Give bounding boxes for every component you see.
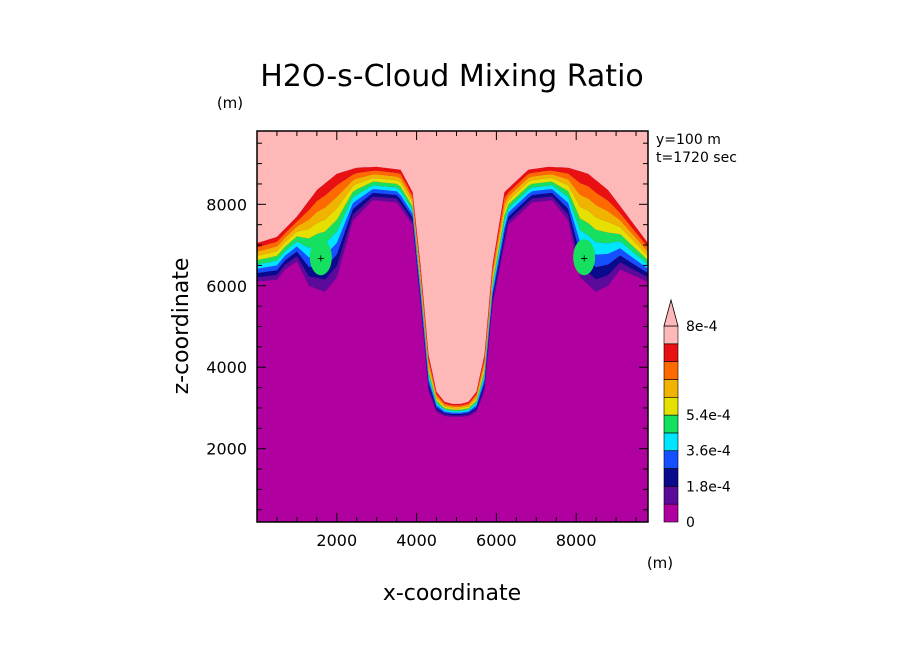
- chart-title: H2O-s-Cloud Mixing Ratio: [260, 59, 644, 94]
- colorbar: 0 1.8e-4 3.6e-4 5.4e-4 8e-4: [663, 298, 731, 531]
- local-maximum-marker-1: +: [317, 253, 325, 264]
- local-maximum-marker-2: +: [580, 253, 588, 264]
- annotation-time: t=1720 sec: [656, 150, 737, 166]
- colorbar-extend-arrow: [663, 298, 679, 327]
- y-axis-label: z-coordinate: [169, 258, 194, 395]
- colorbar-swatch-0: [663, 503, 679, 523]
- contour-plot-area: + +: [256, 130, 649, 523]
- y-tick-label: 6000: [206, 277, 247, 296]
- colorbar-swatch-10: [663, 325, 679, 345]
- y-tick-label: 4000: [206, 358, 247, 377]
- x-tick-label: 8000: [556, 531, 597, 550]
- x-tick-label: 6000: [476, 531, 517, 550]
- y-tick-label: 8000: [206, 195, 247, 214]
- x-axis-label: x-coordinate: [383, 581, 521, 606]
- x-unit-label: (m): [647, 554, 673, 572]
- local-maximum-1: [309, 239, 332, 276]
- colorbar-swatch-4: [663, 432, 679, 452]
- colorbar-label: 8e-4: [686, 319, 718, 335]
- x-tick-label: 2000: [316, 531, 357, 550]
- y-tick-label: 2000: [206, 440, 247, 459]
- colorbar-label: 5.4e-4: [686, 408, 731, 424]
- colorbar-swatch-1: [663, 486, 679, 505]
- local-maximum-2: [573, 239, 596, 276]
- x-tick-label: 4000: [396, 531, 437, 550]
- colorbar-label: 0: [686, 515, 695, 531]
- colorbar-label: 1.8e-4: [686, 479, 731, 495]
- axis-ticks: 2000 4000 6000 8000 2000 4000 6000 8000: [206, 131, 648, 550]
- annotation-y-position: y=100 m: [656, 132, 721, 148]
- colorbar-swatch-5: [663, 414, 679, 434]
- contour-band-max: [257, 131, 648, 404]
- colorbar-swatch-8: [663, 361, 679, 380]
- y-unit-label: (m): [217, 94, 243, 112]
- colorbar-swatch-3: [663, 450, 679, 469]
- colorbar-swatch-7: [663, 379, 679, 398]
- colorbar-label: 3.6e-4: [686, 444, 731, 460]
- colorbar-swatch-2: [663, 468, 679, 487]
- colorbar-swatch-9: [663, 343, 679, 362]
- colorbar-swatch-6: [663, 396, 679, 416]
